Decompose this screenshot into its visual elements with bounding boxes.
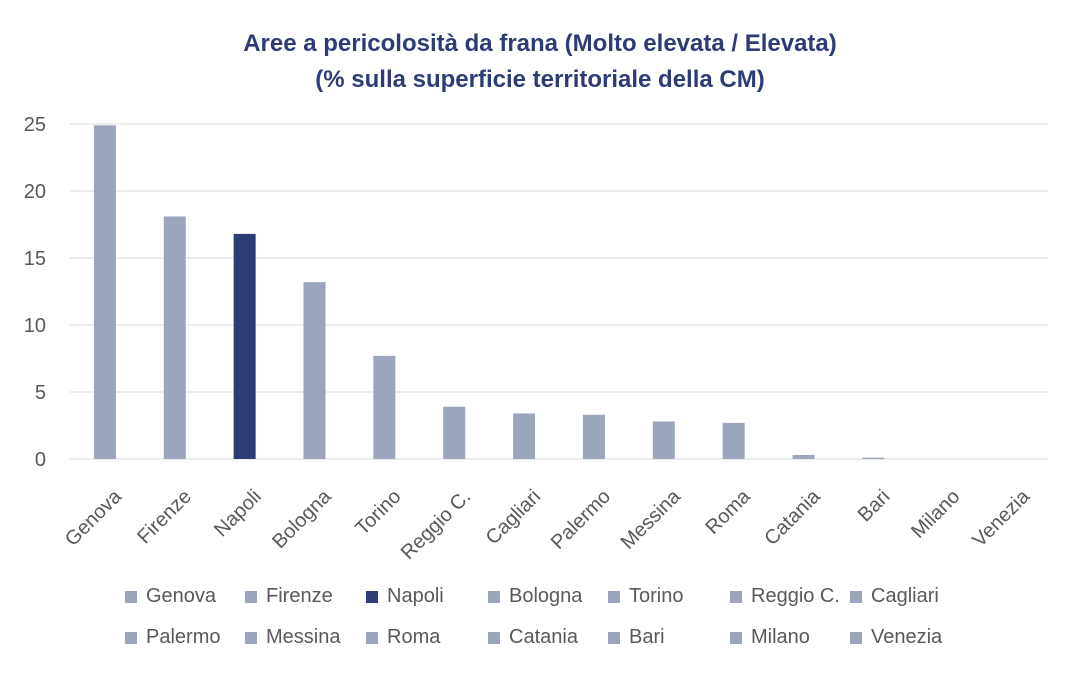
x-tick-label: Palermo [547,486,615,554]
legend-swatch [245,590,257,603]
y-tick-label: 20 [24,181,46,203]
legend-item: Roma [366,626,440,649]
legend-item: Bologna [488,585,582,608]
legend-label: Torino [629,585,684,607]
legend-label: Bologna [509,585,583,607]
x-tick-label: Genova [61,485,127,551]
bar-roma [722,422,745,459]
legend-swatch [125,590,137,603]
legend-item: Genova [125,585,216,608]
legend-label: Firenze [266,585,333,607]
y-tick-label: 0 [35,449,46,471]
bar-reggio-c [443,406,466,459]
bar-catania [792,454,815,459]
x-tick-label: Bologna [268,485,336,553]
x-tick-label: Catania [760,485,825,550]
legend-label: Messina [266,626,341,648]
x-tick-label: Firenze [133,486,196,549]
x-tick-label: Roma [702,485,756,539]
x-tick-label: Venezia [968,485,1035,552]
y-tick-label: 10 [24,315,46,337]
legend-item: Bari [608,626,665,649]
legend-swatch [366,590,378,603]
legend-item: Venezia [850,626,942,649]
legend-swatch [850,590,862,603]
x-tick-label: Torino [351,486,405,540]
legend-item: Reggio C. [730,585,840,608]
y-tick-label: 25 [24,114,46,136]
legend-item: Cagliari [850,585,939,608]
bar-messina [652,421,675,459]
legend-swatch [488,590,500,603]
y-tick-label: 15 [24,248,46,270]
legend-swatch [730,590,742,603]
legend-swatch [730,631,742,644]
legend-swatch [488,631,500,644]
legend-swatch [608,590,620,603]
legend-label: Milano [751,626,810,648]
legend-label: Catania [509,626,578,648]
bar-bari [862,457,885,459]
legend-label: Reggio C. [751,585,840,607]
legend-swatch [608,631,620,644]
legend-swatch [125,631,137,644]
legend-item: Firenze [245,585,333,608]
bar-torino [373,355,396,459]
legend-label: Roma [387,626,441,648]
bar-genova [93,125,116,459]
x-tick-label: Napoli [210,486,266,542]
bar-napoli [233,233,256,459]
legend-item: Napoli [366,585,444,608]
chart-title: Aree a pericolosità da frana (Molto elev… [243,30,837,57]
x-tick-label: Bari [854,486,895,527]
y-tick-label: 5 [35,382,46,404]
bar-palermo [582,414,605,459]
legend-label: Bari [629,626,665,648]
legend-label: Cagliari [871,585,939,607]
chart-subtitle: (% sulla superficie territoriale della C… [315,66,765,93]
x-tick-label: Cagliari [482,486,546,550]
bar-cagliari [513,413,536,459]
bar-firenze [163,216,186,459]
legend-label: Venezia [871,626,943,648]
x-tick-label: Messina [617,485,686,554]
legend-swatch [366,631,378,644]
legend-item: Palermo [125,626,220,649]
legend-swatch [245,631,257,644]
legend-swatch [850,631,862,644]
bar-bologna [303,282,326,459]
legend-item: Catania [488,626,578,649]
legend-item: Torino [608,585,683,608]
x-tick-label: Milano [907,486,964,543]
x-tick-label: Reggio C. [397,486,475,564]
legend-item: Messina [245,626,340,649]
legend-label: Genova [146,585,217,607]
legend-label: Palermo [146,626,221,648]
legend-label: Napoli [387,585,444,607]
legend-item: Milano [730,626,810,649]
